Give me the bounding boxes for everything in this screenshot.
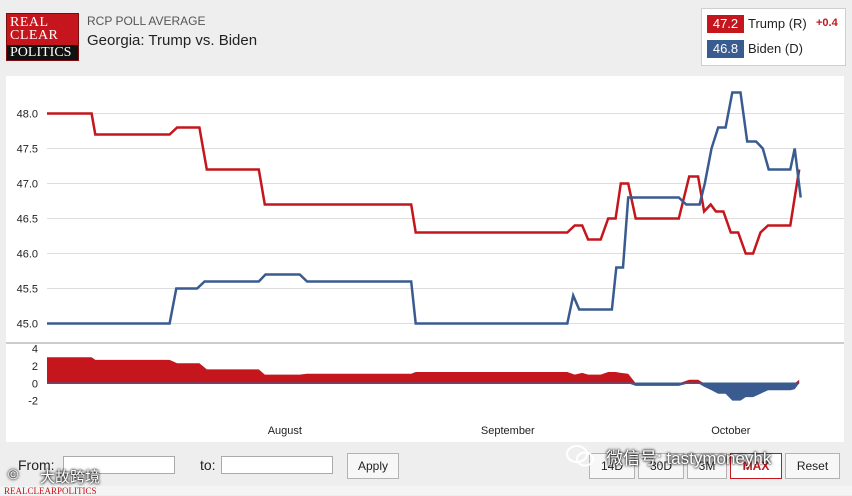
poll-chart[interactable]: 45.0 45.5 46.0 46.5 47.0 47.5 48.0 4 2 0 -2 August S… (0, 0, 852, 446)
diff-y-tick-label: -2 (28, 396, 38, 408)
y-tick-label: 45.0 (17, 319, 38, 331)
diff-y-tick-label: 0 (32, 378, 38, 390)
logo-line-3: POLITICS (10, 45, 72, 60)
y-tick-label: 48.0 (17, 109, 38, 121)
from-label: From: (18, 457, 55, 473)
x-tick-label-august: August (268, 425, 302, 437)
range-14d-button[interactable]: 14D (589, 453, 635, 479)
section-label: RCP POLL AVERAGE (87, 14, 206, 28)
y-tick-label: 47.0 (17, 179, 38, 191)
from-date-input[interactable] (63, 456, 175, 474)
diff-area-negative (47, 383, 800, 401)
wechat-watermark: 微信号: tastymoneyhk (606, 449, 772, 468)
wechat-icon (566, 445, 594, 467)
to-date-input[interactable] (221, 456, 333, 474)
biden-label: Biden (D) (748, 41, 803, 56)
rcp-logo: REAL CLEAR POLITICS (6, 13, 79, 61)
x-tick-label-october: October (711, 425, 750, 437)
trump-label: Trump (R) (748, 16, 807, 31)
watermark-copyright: © (8, 466, 19, 482)
controls-bar: From: to: Apply 14D 30D 3M MAX Reset (0, 446, 852, 486)
biden-value-badge: 46.8 (707, 40, 744, 58)
y-tick-label: 46.0 (17, 249, 38, 261)
legend-item-biden: 46.8 Biden (D) (707, 40, 843, 58)
watermark-text: 大故跨境 (40, 469, 101, 486)
to-label: to: (200, 457, 216, 473)
diff-area-positive (47, 357, 800, 384)
range-3m-button[interactable]: 3M (687, 453, 727, 479)
footer-brand: REALCLEARPOLITICS (4, 486, 97, 496)
range-max-button[interactable]: MAX (730, 453, 782, 479)
series-line-biden (47, 91, 802, 325)
y-tick-label: 46.5 (17, 214, 38, 226)
reset-button[interactable]: Reset (785, 453, 840, 479)
logo-line-2: CLEAR (10, 28, 59, 43)
page-title: Georgia: Trump vs. Biden (87, 32, 258, 49)
x-tick-label-september: September (481, 425, 535, 437)
legend: 47.2 Trump (R) +0.4 46.8 Biden (D) (701, 8, 846, 66)
y-tick-label: 47.5 (17, 144, 38, 156)
legend-item-trump: 47.2 Trump (R) +0.4 (707, 15, 843, 33)
apply-button[interactable]: Apply (347, 453, 399, 479)
series-line-trump (47, 112, 801, 255)
diff-y-tick-label: 2 (32, 361, 38, 373)
logo-line-1: REAL (10, 15, 49, 30)
range-30d-button[interactable]: 30D (638, 453, 684, 479)
footer-strip: REALCLEARPOLITICS (0, 486, 852, 496)
trump-value-badge: 47.2 (707, 15, 744, 33)
trump-change: +0.4 (816, 17, 838, 29)
diff-y-tick-label: 4 (32, 344, 38, 356)
y-tick-label: 45.5 (17, 284, 38, 296)
